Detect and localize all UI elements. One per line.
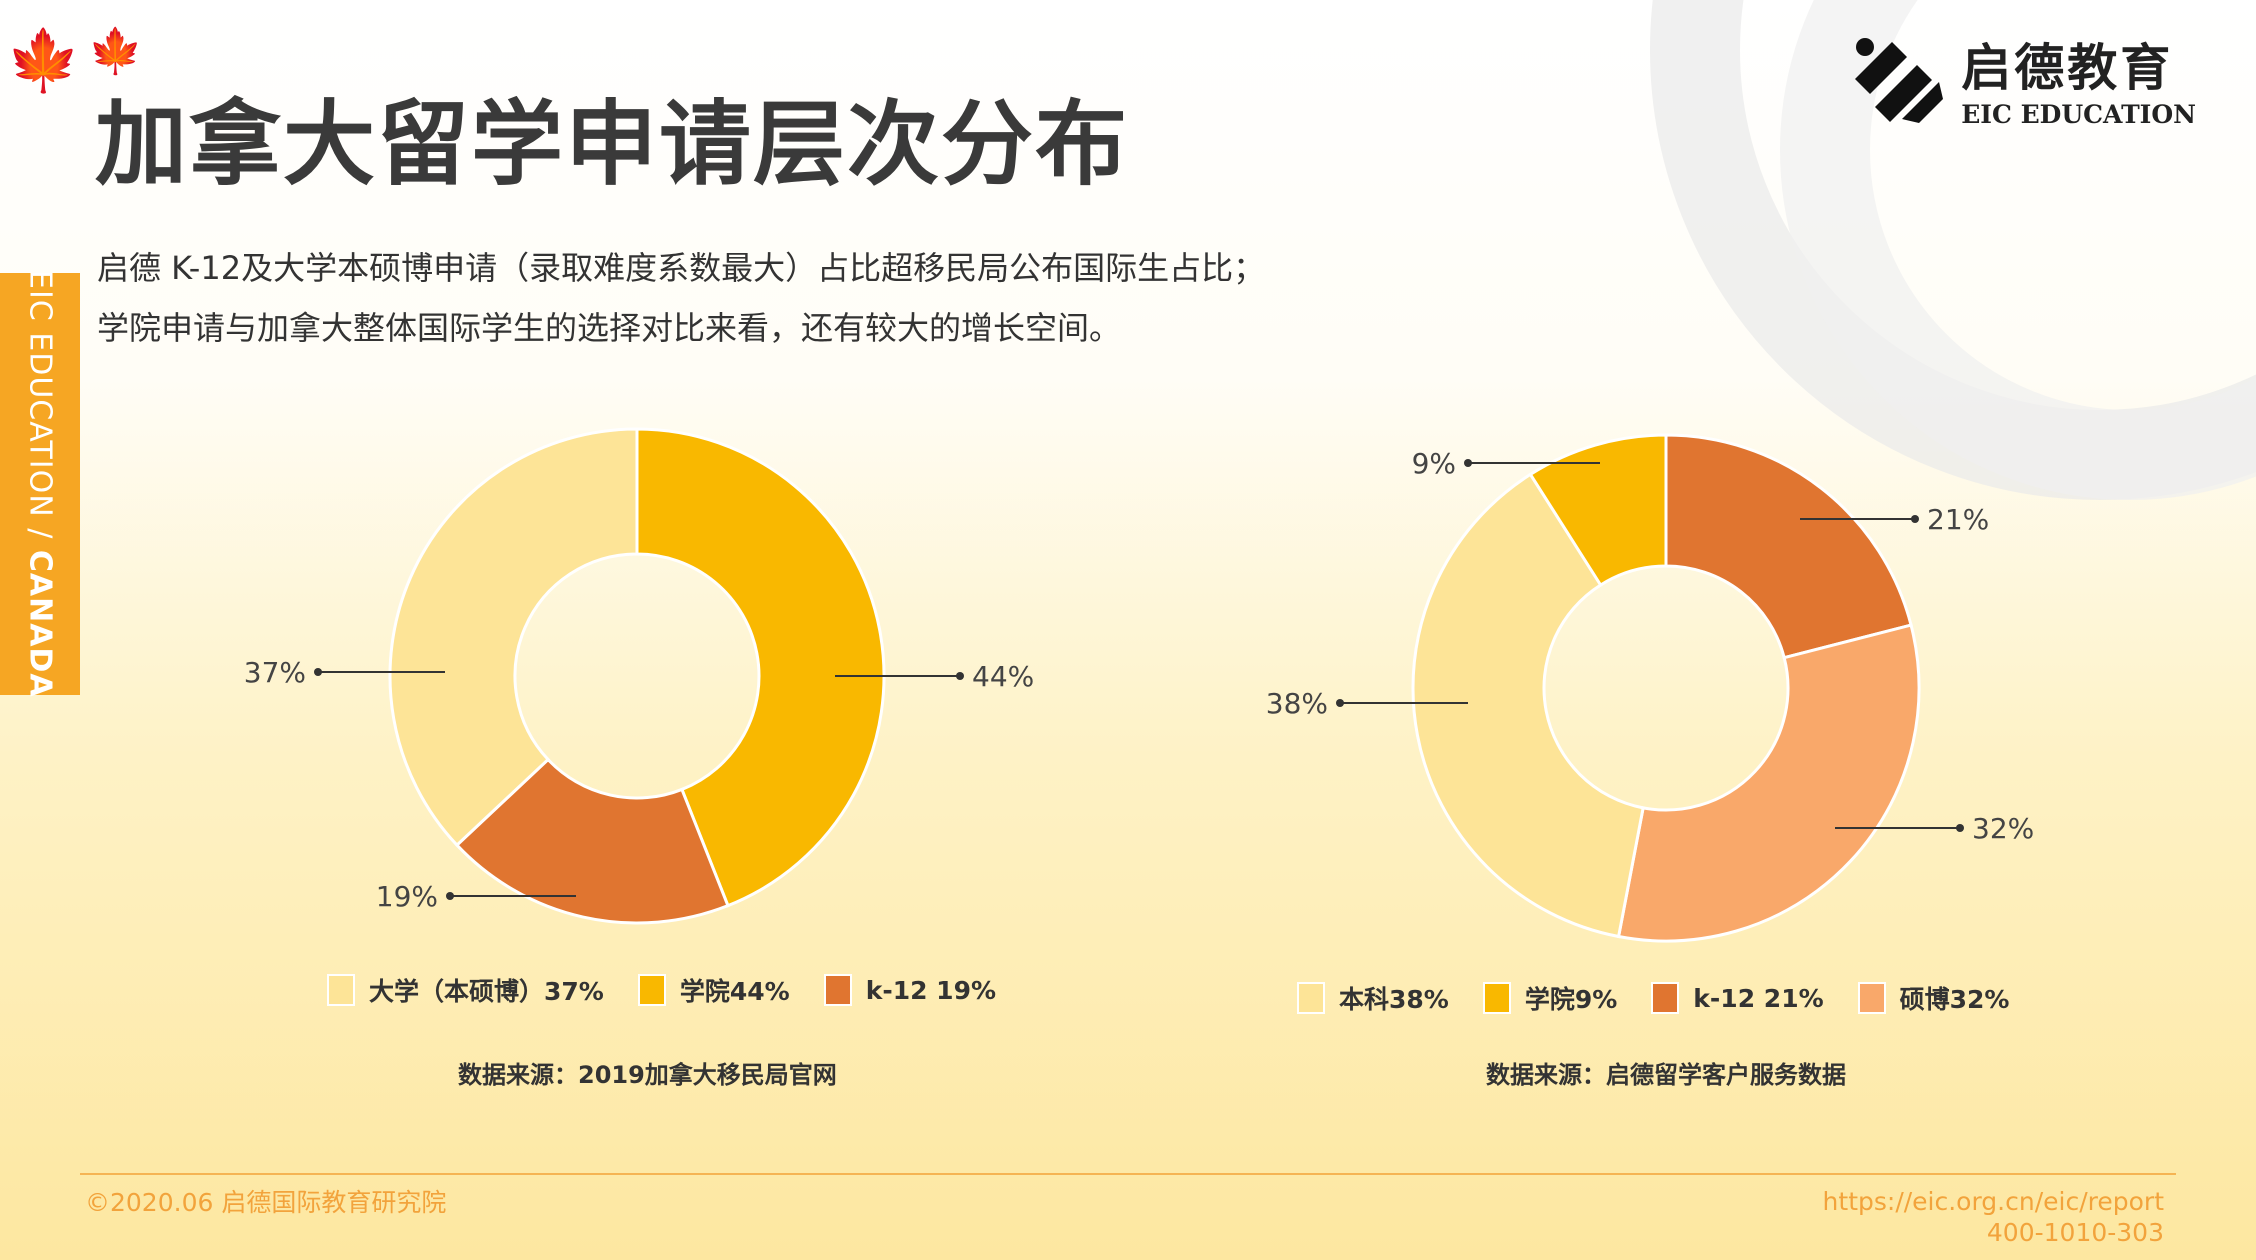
donut-slice-1-3 [1528,433,1668,588]
legend-swatch [1857,982,1886,1014]
background-arcs [1650,0,2256,500]
logo: 启德教育 EIC EDUCATION [1847,28,2196,129]
legend-left: 大学（本硕博）37% 学院44% k-12 19% [327,972,996,1008]
donut-slice-0-2 [388,427,639,848]
donut-slice-1-1 [1616,623,1921,943]
legend-label: 大学（本硕博）37% [369,977,604,1006]
donut-slice-1-0 [1664,433,1913,660]
source-left: 数据来源：2019加拿大移民局官网 [458,1061,837,1089]
data-label: 32% [1972,812,2034,845]
side-tab-text: EIC EDUCATION / [22,270,58,551]
footer-phone: 400-1010-303 [1986,1218,2164,1247]
legend-item: 硕博32% [1857,980,2010,1016]
data-label: 21% [1927,503,1989,536]
logo-en: EIC EDUCATION [1961,100,2196,129]
leader-dot [1336,699,1344,707]
side-tab-country: CANADA [22,550,58,698]
source-right: 数据来源：启德留学客户服务数据 [1486,1061,1846,1089]
data-label: 44% [972,660,1034,693]
legend-item: 学院44% [637,972,790,1008]
legend-label: 硕博32% [1899,985,2010,1014]
footer-url[interactable]: https://eic.org.cn/eic/report [1822,1187,2164,1216]
leader-dot [314,668,322,676]
legend-swatch [1297,982,1325,1014]
legend-label: 本科38% [1339,985,1449,1014]
data-label: 19% [376,880,438,913]
legend-swatch [823,974,852,1006]
leader-dot [1911,515,1919,523]
maple-leaf-icon: 🍁 [88,26,143,77]
maple-leaf-icon: 🍁 [6,26,81,96]
footer-copyright: ©2020.06 启德国际教育研究院 [85,1188,447,1217]
legend-swatch [1651,982,1680,1014]
leader-dot [1464,459,1472,467]
logo-cn: 启德教育 [1961,39,2174,97]
legend-item: 学院9% [1482,980,1618,1016]
legend-item: k-12 21% [1651,982,1824,1014]
legend-item: k-12 19% [823,974,997,1006]
donut-slice-1-2 [1411,472,1645,939]
legend-swatch [637,974,666,1006]
eic-logo-icon [1855,37,1944,123]
description-line: 启德 K-12及大学本硕博申请（录取难度系数最大）占比超移民局公布国际生占比； [97,249,1266,287]
footer-divider [80,1173,2176,1175]
legend-label: k-12 19% [865,975,997,1005]
data-label: 9% [1412,447,1456,480]
legend-label: k-12 21% [1693,983,1824,1013]
leader-dot [446,892,454,900]
background-arc [1780,0,2256,500]
description-line: 学院申请与加拿大整体国际学生的选择对比来看，还有较大的增长空间。 [97,309,1122,347]
data-label: 38% [1266,687,1328,720]
footer-contact: https://eic.org.cn/eic/report 400-1010-3… [1823,1186,2164,1248]
side-tab: EIC EDUCATION / CANADA [0,270,80,698]
leader-dot [956,672,964,680]
description: 启德 K-12及大学本硕博申请（录取难度系数最大）占比超移民局公布国际生占比； … [97,238,1265,358]
legend-swatch [1482,982,1511,1014]
legend-label: 学院44% [679,977,790,1006]
legend-swatch [327,974,355,1006]
donut-slice-0-1 [454,757,730,925]
legend-right: 本科38% 学院9% k-12 21% 硕博32% [1297,980,2009,1016]
leader-dot [1956,824,1964,832]
donut-slice-0-0 [635,427,886,908]
data-label: 37% [244,656,306,689]
legend-item: 大学（本硕博）37% [327,972,604,1008]
legend-label: 学院9% [1524,985,1618,1014]
page-title: 加拿大留学申请层次分布 [95,91,1130,198]
legend-item: 本科38% [1297,980,1449,1016]
